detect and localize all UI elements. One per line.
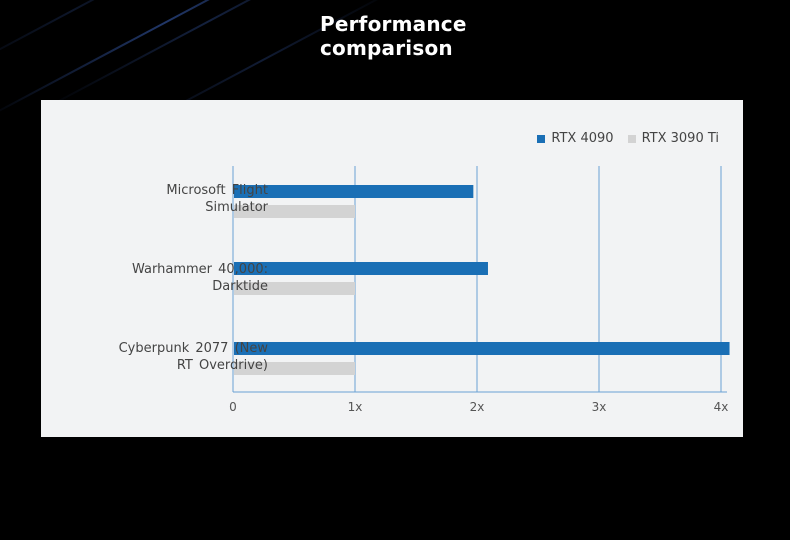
bar-rtx4090-1	[234, 262, 488, 275]
category-label-line: Microsoft Flight	[166, 183, 268, 198]
legend-label-rtx4090: RTX 4090	[551, 131, 614, 146]
bar-rtx4090-0	[234, 185, 474, 198]
legend-swatch-rtx4090	[537, 134, 546, 143]
category-label-line: RT Overdrive)	[176, 358, 268, 373]
category-label-flight-simulator: Microsoft Flight Simulator	[88, 182, 268, 216]
legend-label-rtx3090ti: RTX 3090 Ti	[641, 131, 719, 146]
page-title: Performance comparison	[320, 12, 520, 60]
x-tick-label: 1x	[347, 400, 363, 414]
category-label-line: Simulator	[205, 200, 268, 215]
bar-rtx4090-2	[234, 342, 730, 355]
bar-rtx3090ti-1	[234, 282, 355, 295]
page-title-line-2: comparison	[320, 36, 453, 60]
chart-panel: RTX 4090 RTX 3090 Ti Microsoft Flight Si…	[41, 100, 743, 437]
x-tick-label: 4x	[713, 400, 729, 414]
category-label-darktide: Warhammer 40,000: Darktide	[88, 261, 268, 295]
bar-rtx3090ti-2	[234, 362, 355, 375]
category-label-line: Cyberpunk 2077 (New	[118, 341, 268, 356]
bar-rtx3090ti-0	[234, 205, 355, 218]
x-tick-label: 3x	[591, 400, 607, 414]
legend-item-rtx4090: RTX 4090	[537, 131, 614, 146]
chart-legend: RTX 4090 RTX 3090 Ti	[537, 131, 719, 146]
chart-plot	[232, 166, 730, 393]
category-label-cyberpunk: Cyberpunk 2077 (New RT Overdrive)	[88, 340, 268, 374]
x-tick-label: 2x	[469, 400, 485, 414]
page-title-line-1: Performance	[320, 12, 467, 36]
legend-swatch-rtx3090ti	[627, 134, 636, 143]
category-label-line: Darktide	[212, 279, 268, 294]
legend-item-rtx3090ti: RTX 3090 Ti	[627, 131, 719, 146]
x-tick-label: 0	[229, 400, 237, 414]
category-label-line: Warhammer 40,000:	[132, 262, 268, 277]
